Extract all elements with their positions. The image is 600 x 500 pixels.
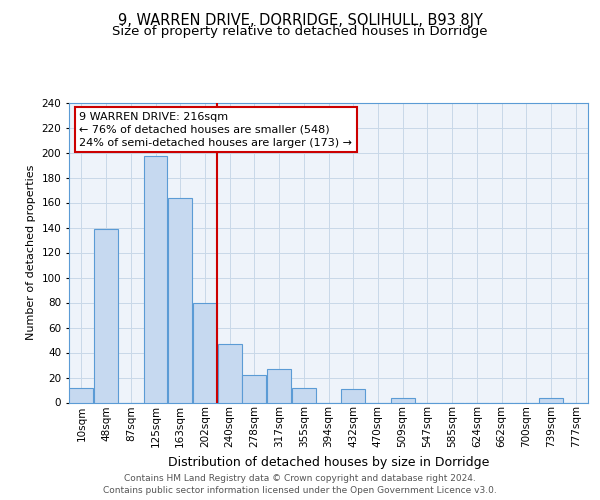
Bar (242, 375, 266, 402)
Text: 9 WARREN DRIVE: 216sqm
← 76% of detached houses are smaller (548)
24% of semi-de: 9 WARREN DRIVE: 216sqm ← 76% of detached… (79, 112, 352, 148)
Bar (218, 344, 242, 403)
Bar (193, 302, 217, 402)
Text: 9, WARREN DRIVE, DORRIDGE, SOLIHULL, B93 8JY: 9, WARREN DRIVE, DORRIDGE, SOLIHULL, B93… (118, 12, 482, 28)
X-axis label: Distribution of detached houses by size in Dorridge: Distribution of detached houses by size … (168, 456, 489, 468)
Bar (341, 389, 365, 402)
Bar (168, 198, 192, 402)
Bar (94, 229, 118, 402)
Bar (143, 156, 167, 402)
Text: Size of property relative to detached houses in Dorridge: Size of property relative to detached ho… (112, 25, 488, 38)
Bar (70, 388, 94, 402)
Y-axis label: Number of detached properties: Number of detached properties (26, 165, 36, 340)
Bar (391, 398, 415, 402)
Text: Contains HM Land Registry data © Crown copyright and database right 2024.
Contai: Contains HM Land Registry data © Crown c… (103, 474, 497, 495)
Bar (267, 369, 291, 402)
Bar (292, 388, 316, 402)
Bar (539, 398, 563, 402)
